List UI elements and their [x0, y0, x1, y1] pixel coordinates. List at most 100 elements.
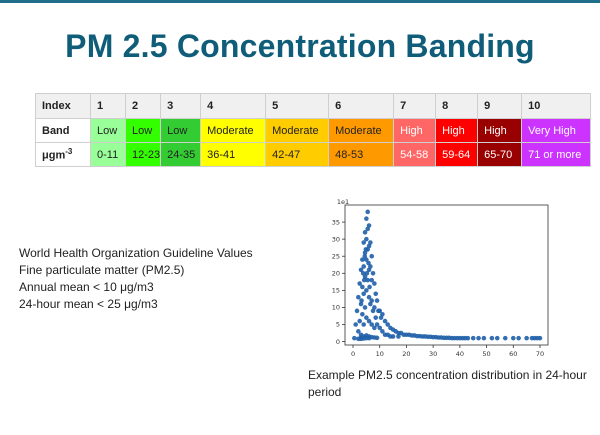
data-point — [374, 298, 380, 303]
data-point — [372, 325, 377, 331]
data-point — [516, 335, 521, 341]
y-tick-label: 20 — [332, 269, 340, 277]
data-point — [368, 264, 373, 269]
unit-exponent: -3 — [65, 147, 73, 157]
data-point — [369, 298, 375, 303]
index-row: Index 1 2 3 4 5 6 7 8 9 10 — [35, 93, 592, 119]
data-point — [364, 216, 369, 221]
data-point — [353, 322, 358, 327]
plot-caption: Example PM2.5 concentration distribution… — [308, 368, 587, 399]
slide-title: PM 2.5 Concentration Banding — [65, 28, 535, 64]
range-cell: 48-53 — [328, 142, 395, 167]
data-point — [361, 240, 366, 245]
data-point — [364, 270, 370, 276]
index-cell: 8 — [435, 93, 479, 119]
data-point — [361, 264, 366, 269]
data-point — [385, 322, 391, 327]
data-point — [374, 335, 380, 341]
data-point — [360, 270, 366, 276]
index-cell: 2 — [124, 93, 162, 119]
y-tick-label: 35 — [332, 218, 340, 226]
data-point — [363, 247, 369, 252]
data-point — [364, 257, 369, 262]
data-point — [370, 270, 376, 276]
data-point — [373, 315, 379, 320]
data-point — [366, 260, 371, 266]
who-line-heading: World Health Organization Guideline Valu… — [19, 246, 253, 260]
range-row: μgm-3 0-11 12-23 24-35 36-41 42-47 48-53 54-58… — [35, 142, 592, 167]
index-row-label: Index — [35, 93, 91, 119]
data-point — [373, 291, 379, 297]
data-point — [537, 335, 543, 341]
data-point — [357, 318, 362, 324]
range-cell: 0-11 — [90, 142, 126, 167]
index-cell: 9 — [477, 93, 523, 119]
y-tick-label: 15 — [332, 287, 340, 295]
data-point — [377, 308, 383, 314]
data-point — [357, 281, 362, 286]
data-point — [372, 305, 377, 310]
band-cell: Low — [90, 118, 126, 143]
data-point — [374, 322, 380, 327]
index-cell: 7 — [393, 93, 437, 119]
x-tick-label: 20 — [402, 350, 410, 358]
data-point — [382, 318, 388, 324]
data-point — [369, 253, 375, 259]
band-row: Band Low Low Low Moderate Moderate Moderate Hi… — [35, 118, 592, 143]
data-point — [481, 335, 487, 341]
data-point — [396, 334, 401, 339]
range-cell: 65-70 — [477, 142, 523, 167]
data-point — [365, 209, 371, 215]
data-point — [366, 223, 372, 228]
data-point — [360, 311, 365, 317]
who-guideline-text: World Health Organization Guideline Valu… — [19, 245, 253, 313]
data-point — [366, 294, 372, 300]
data-point — [510, 335, 516, 341]
data-point — [489, 335, 495, 341]
x-tick-label: 0 — [351, 350, 355, 358]
x-tick-label: 30 — [429, 350, 437, 358]
data-point — [368, 240, 373, 245]
data-point — [362, 253, 368, 259]
data-point — [369, 322, 375, 327]
range-cell: 71 or more — [521, 142, 592, 167]
band-cell: Low — [160, 118, 202, 143]
y-tick-label: 30 — [332, 235, 340, 243]
band-cell: High — [477, 118, 523, 143]
unit-base: μgm — [42, 149, 66, 162]
data-point — [380, 329, 385, 334]
data-point — [369, 277, 375, 283]
data-point — [361, 322, 366, 327]
band-cell: High — [435, 118, 479, 143]
data-point — [502, 335, 508, 341]
data-point — [362, 305, 368, 310]
band-cell: Low — [124, 118, 162, 143]
data-point — [366, 318, 372, 324]
y-axis-scale-label: 1e1 — [337, 198, 349, 206]
pm25-band-table: Index 1 2 3 4 5 6 7 8 9 10 Band Low Low Low Moderate… — [35, 93, 592, 167]
data-point — [372, 281, 377, 286]
data-point — [362, 230, 368, 235]
index-cell: 6 — [328, 93, 395, 119]
y-tick-label: 25 — [332, 252, 340, 260]
data-point — [494, 335, 500, 341]
range-cell: 54-58 — [393, 142, 437, 167]
data-point — [390, 334, 396, 339]
who-line-pollutant: Fine particulate matter (PM2.5) — [19, 263, 185, 277]
x-tick-label: 40 — [456, 350, 464, 358]
band-cell: Moderate — [200, 118, 267, 143]
data-point — [361, 277, 367, 283]
range-row-label: μgm-3 — [35, 142, 91, 167]
band-cell: High — [393, 118, 437, 143]
data-point — [364, 315, 369, 320]
range-cell: 36-41 — [200, 142, 267, 167]
data-point — [364, 288, 369, 293]
top-accent-rule — [0, 0, 600, 3]
data-point — [524, 335, 529, 341]
y-tick-label: 10 — [332, 304, 340, 312]
x-tick-label: 10 — [376, 350, 384, 358]
data-point — [366, 335, 372, 341]
range-cell: 24-35 — [160, 142, 202, 167]
band-cell: Moderate — [328, 118, 395, 143]
index-cell: 10 — [521, 93, 592, 119]
